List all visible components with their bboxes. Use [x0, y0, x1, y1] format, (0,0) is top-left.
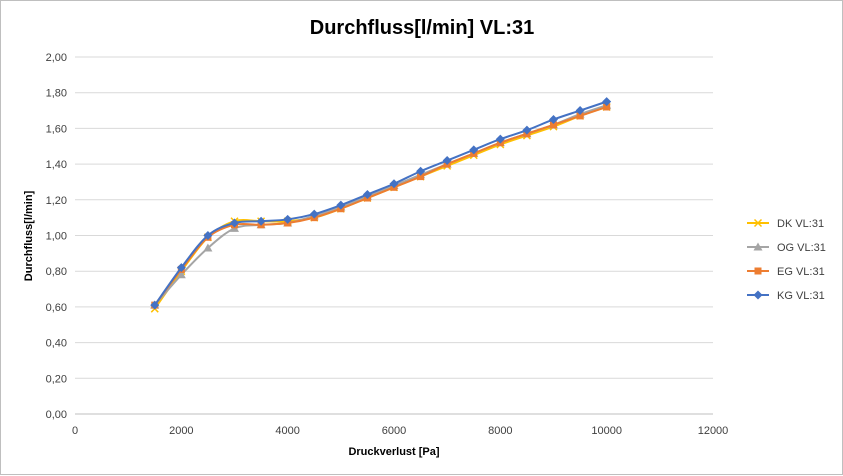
legend-label: DK VL:31: [777, 218, 824, 230]
x-tick-label: 12000: [698, 425, 729, 437]
data-point: [309, 209, 319, 219]
legend-entry: EG VL:31: [747, 266, 825, 278]
data-point: [549, 114, 558, 124]
series-eg-vl-31: [151, 103, 611, 309]
data-point: [256, 216, 266, 226]
data-point: [230, 218, 239, 228]
y-tick-label: 0,60: [46, 302, 67, 314]
series-line: [153, 106, 607, 310]
series-line: [153, 104, 607, 306]
y-tick-label: 2,00: [46, 52, 67, 64]
legend-label: KG VL:31: [777, 290, 825, 302]
data-point: [550, 121, 557, 129]
data-point: [176, 270, 186, 279]
data-point: [602, 97, 612, 107]
x-axis-title: Druckverlust [Pa]: [348, 446, 439, 458]
data-point: [417, 173, 425, 181]
x-tick-label: 2000: [169, 425, 193, 437]
legend: DK VL:31 OG VL:31 EG VL:31 KG VL:31: [747, 218, 826, 302]
legend-entry: DK VL:31: [747, 218, 824, 230]
data-point: [576, 112, 584, 120]
y-axis-title: Durchfluss[l/min]: [23, 190, 35, 281]
series-line: [153, 106, 607, 306]
x-tick-label: 10000: [591, 425, 622, 437]
legend-marker: [753, 218, 763, 228]
data-point: [603, 103, 611, 111]
data-point: [283, 214, 293, 224]
data-point: [469, 145, 479, 155]
axes: 0,00 0,20 0,40 0,60 0,80 1,00 1,20 1,40 1,60 1,80…: [46, 52, 729, 437]
gridlines: [75, 56, 713, 415]
legend-entry: KG VL:31: [747, 290, 825, 302]
x-tick-label: 0: [72, 425, 78, 437]
data-point: [522, 125, 532, 135]
legend-marker: [753, 290, 763, 300]
y-tick-label: 0,80: [46, 266, 67, 278]
data-point: [150, 300, 160, 310]
data-point: [495, 134, 505, 144]
data-point: [416, 166, 426, 176]
y-tick-label: 1,00: [46, 231, 67, 243]
y-tick-label: 0,00: [46, 409, 67, 421]
series-lines: [150, 97, 612, 313]
data-point: [442, 156, 452, 166]
data-point: [575, 106, 585, 116]
data-point: [389, 179, 399, 189]
y-tick-label: 0,40: [46, 338, 67, 350]
x-tick-label: 8000: [488, 425, 512, 437]
series-og-vl-31: [150, 100, 612, 309]
series-dk-vl-31: [150, 102, 611, 313]
data-point: [336, 200, 346, 210]
legend-marker: [754, 267, 762, 275]
legend-entry: OG VL:31: [747, 242, 826, 254]
y-tick-label: 1,60: [46, 123, 67, 135]
legend-label: OG VL:31: [777, 242, 826, 254]
legend-label: EG VL:31: [777, 266, 825, 278]
data-point: [362, 189, 372, 199]
data-point: [203, 243, 213, 252]
y-tick-label: 1,80: [46, 88, 67, 100]
x-tick-label: 4000: [275, 425, 299, 437]
y-tick-label: 0,20: [46, 373, 67, 385]
x-tick-label: 6000: [382, 425, 406, 437]
series-kg-vl-31: [150, 97, 612, 310]
data-point: [203, 231, 213, 240]
y-tick-label: 1,40: [46, 159, 67, 171]
legend-marker: [753, 242, 763, 251]
chart-title: Durchfluss[l/min] VL:31: [310, 17, 534, 39]
data-point: [176, 263, 186, 273]
y-tick-label: 1,20: [46, 195, 67, 207]
